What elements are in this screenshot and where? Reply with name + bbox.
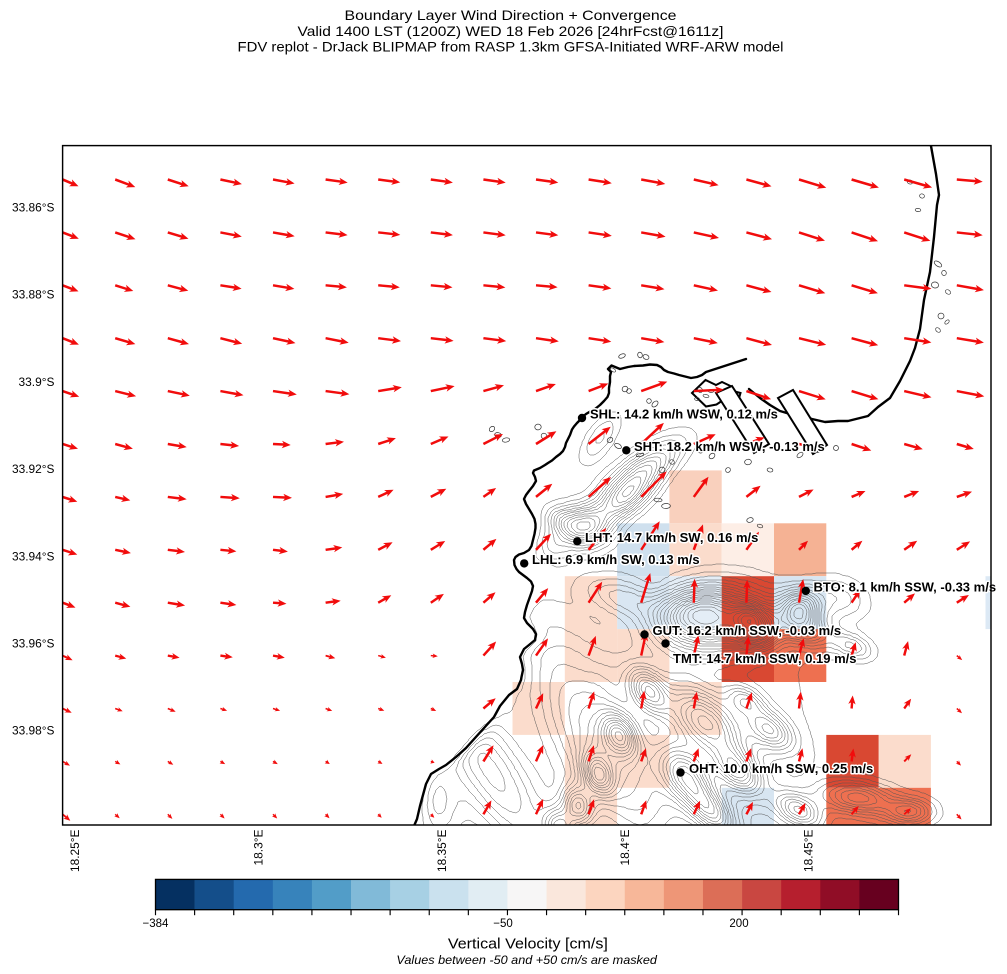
svg-text:18.3°E: 18.3°E [253, 829, 265, 865]
svg-text:TMT: 14.7 km/h SSW, 0.19 m/s: TMT: 14.7 km/h SSW, 0.19 m/s [673, 651, 857, 666]
svg-text:−384: −384 [143, 918, 170, 930]
svg-text:18.4°E: 18.4°E [620, 829, 632, 865]
svg-text:−50: −50 [493, 918, 513, 930]
svg-text:33.98°S: 33.98°S [12, 726, 55, 738]
svg-text:SHL: 14.2 km/h WSW, 0.12 m/s: SHL: 14.2 km/h WSW, 0.12 m/s [590, 406, 778, 421]
svg-text:33.9°S: 33.9°S [19, 377, 55, 389]
svg-text:SHL: 14.2 km/h WSW, 0.12 m/s: SHL: 14.2 km/h WSW, 0.12 m/s [590, 406, 778, 421]
svg-text:OHT: 10.0 km/h SSW, 0.25 m/s: OHT: 10.0 km/h SSW, 0.25 m/s [689, 761, 873, 776]
svg-text:OHT: 10.0 km/h SSW, 0.25 m/s: OHT: 10.0 km/h SSW, 0.25 m/s [689, 761, 873, 776]
svg-text:18.45°E: 18.45°E [804, 829, 816, 872]
svg-text:33.96°S: 33.96°S [12, 639, 55, 651]
svg-text:GUT: 16.2 km/h SSW, -0.03 m/s: GUT: 16.2 km/h SSW, -0.03 m/s [653, 623, 842, 638]
svg-text:SHT: 18.2 km/h WSW, -0.13 m/s: SHT: 18.2 km/h WSW, -0.13 m/s [634, 439, 825, 454]
svg-text:FDV replot - DrJack BLIPMAP fr: FDV replot - DrJack BLIPMAP from RASP 1.… [238, 39, 784, 55]
svg-text:Values between -50 and +50 cm/: Values between -50 and +50 cm/s are mask… [396, 953, 657, 967]
svg-text:33.94°S: 33.94°S [12, 551, 55, 563]
svg-text:33.92°S: 33.92°S [12, 464, 55, 476]
svg-text:BTO: 8.1 km/h SSW, -0.33 m/s: BTO: 8.1 km/h SSW, -0.33 m/s [814, 579, 997, 594]
svg-text:Valid 1400 LST (1200Z) WED 18: Valid 1400 LST (1200Z) WED 18 Feb 2026 [… [298, 23, 724, 39]
svg-text:33.86°S: 33.86°S [12, 203, 55, 215]
svg-text:GUT: 16.2 km/h SSW, -0.03 m/s: GUT: 16.2 km/h SSW, -0.03 m/s [653, 623, 842, 638]
svg-text:BTO: 8.1 km/h SSW, -0.33 m/s: BTO: 8.1 km/h SSW, -0.33 m/s [814, 579, 997, 594]
svg-text:SHT: 18.2 km/h WSW, -0.13 m/s: SHT: 18.2 km/h WSW, -0.13 m/s [634, 439, 825, 454]
svg-text:18.25°E: 18.25°E [70, 829, 82, 872]
svg-text:LHL: 6.9 km/h SW, 0.13 m/s: LHL: 6.9 km/h SW, 0.13 m/s [532, 552, 700, 567]
svg-text:Vertical Velocity [cm/s]: Vertical Velocity [cm/s] [448, 935, 608, 952]
svg-text:Boundary Layer Wind Direction: Boundary Layer Wind Direction + Converge… [345, 7, 677, 23]
svg-text:LHL: 6.9 km/h SW, 0.13 m/s: LHL: 6.9 km/h SW, 0.13 m/s [532, 552, 700, 567]
svg-text:LHT: 14.7 km/h SW, 0.16 m/s: LHT: 14.7 km/h SW, 0.16 m/s [585, 530, 758, 545]
svg-text:LHT: 14.7 km/h SW, 0.16 m/s: LHT: 14.7 km/h SW, 0.16 m/s [585, 530, 758, 545]
svg-text:200: 200 [729, 918, 748, 930]
svg-text:18.35°E: 18.35°E [437, 829, 449, 872]
svg-text:TMT: 14.7 km/h SSW, 0.19 m/s: TMT: 14.7 km/h SSW, 0.19 m/s [673, 651, 857, 666]
svg-text:33.88°S: 33.88°S [12, 290, 55, 302]
